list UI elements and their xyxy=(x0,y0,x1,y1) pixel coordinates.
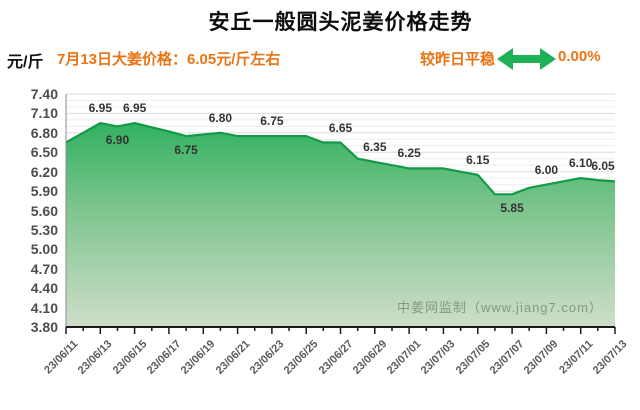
area-series xyxy=(65,122,616,327)
data-point-label: 6.05 xyxy=(591,159,615,174)
data-point-label: 6.95 xyxy=(88,101,112,116)
price-line xyxy=(65,122,616,196)
data-point-label: 6.00 xyxy=(534,162,559,177)
y-tick-label: 3.80 xyxy=(30,319,58,335)
change-percent-value: 0.00% xyxy=(558,48,601,65)
data-point-label: 6.75 xyxy=(260,114,284,129)
info-row: 元/斤 7月13日大姜价格：6.05元/斤左右 较昨日平稳 0.00% xyxy=(0,46,640,71)
data-point-label: 6.25 xyxy=(397,146,421,161)
current-price-note: 7月13日大姜价格：6.05元/斤左右 xyxy=(57,51,281,68)
y-tick-label: 6.50 xyxy=(30,144,58,161)
watermark-text: 中姜网监制（www.jiang7.com） xyxy=(397,300,603,315)
y-tick-label: 5.00 xyxy=(30,241,58,258)
y-tick-label: 4.70 xyxy=(30,260,58,277)
y-tick-label: 7.10 xyxy=(30,105,58,122)
y-tick-label: 6.20 xyxy=(30,163,58,180)
y-tick-label: 5.30 xyxy=(30,221,58,238)
price-area-fill xyxy=(66,123,615,327)
page-title: 安丘一般圆头泥姜价格走势 xyxy=(208,11,473,34)
change-status-label: 较昨日平稳 xyxy=(420,51,496,68)
y-tick-label: 6.80 xyxy=(30,124,58,141)
data-point-label: 6.10 xyxy=(569,156,593,171)
flat-double-arrow-icon xyxy=(497,48,556,70)
y-tick-label: 4.10 xyxy=(30,299,58,316)
y-tick-label: 5.90 xyxy=(30,183,58,200)
y-tick-label: 4.40 xyxy=(30,280,58,297)
y-tick-label: 7.40 xyxy=(30,86,58,102)
axes xyxy=(65,94,616,334)
data-point-label: 6.65 xyxy=(328,120,353,135)
data-point-label: 5.85 xyxy=(500,201,524,216)
data-point-label: 6.80 xyxy=(208,110,233,125)
y-axis-unit-label: 元/斤 xyxy=(7,54,44,71)
data-point-label: 6.75 xyxy=(174,143,198,158)
data-point-label: 6.90 xyxy=(105,133,130,148)
data-point-label: 6.95 xyxy=(122,101,147,116)
arrow-shape xyxy=(497,48,556,70)
data-point-label: 6.15 xyxy=(466,152,490,167)
data-point-label: 6.35 xyxy=(363,139,387,154)
y-tick-label: 5.60 xyxy=(30,202,58,219)
